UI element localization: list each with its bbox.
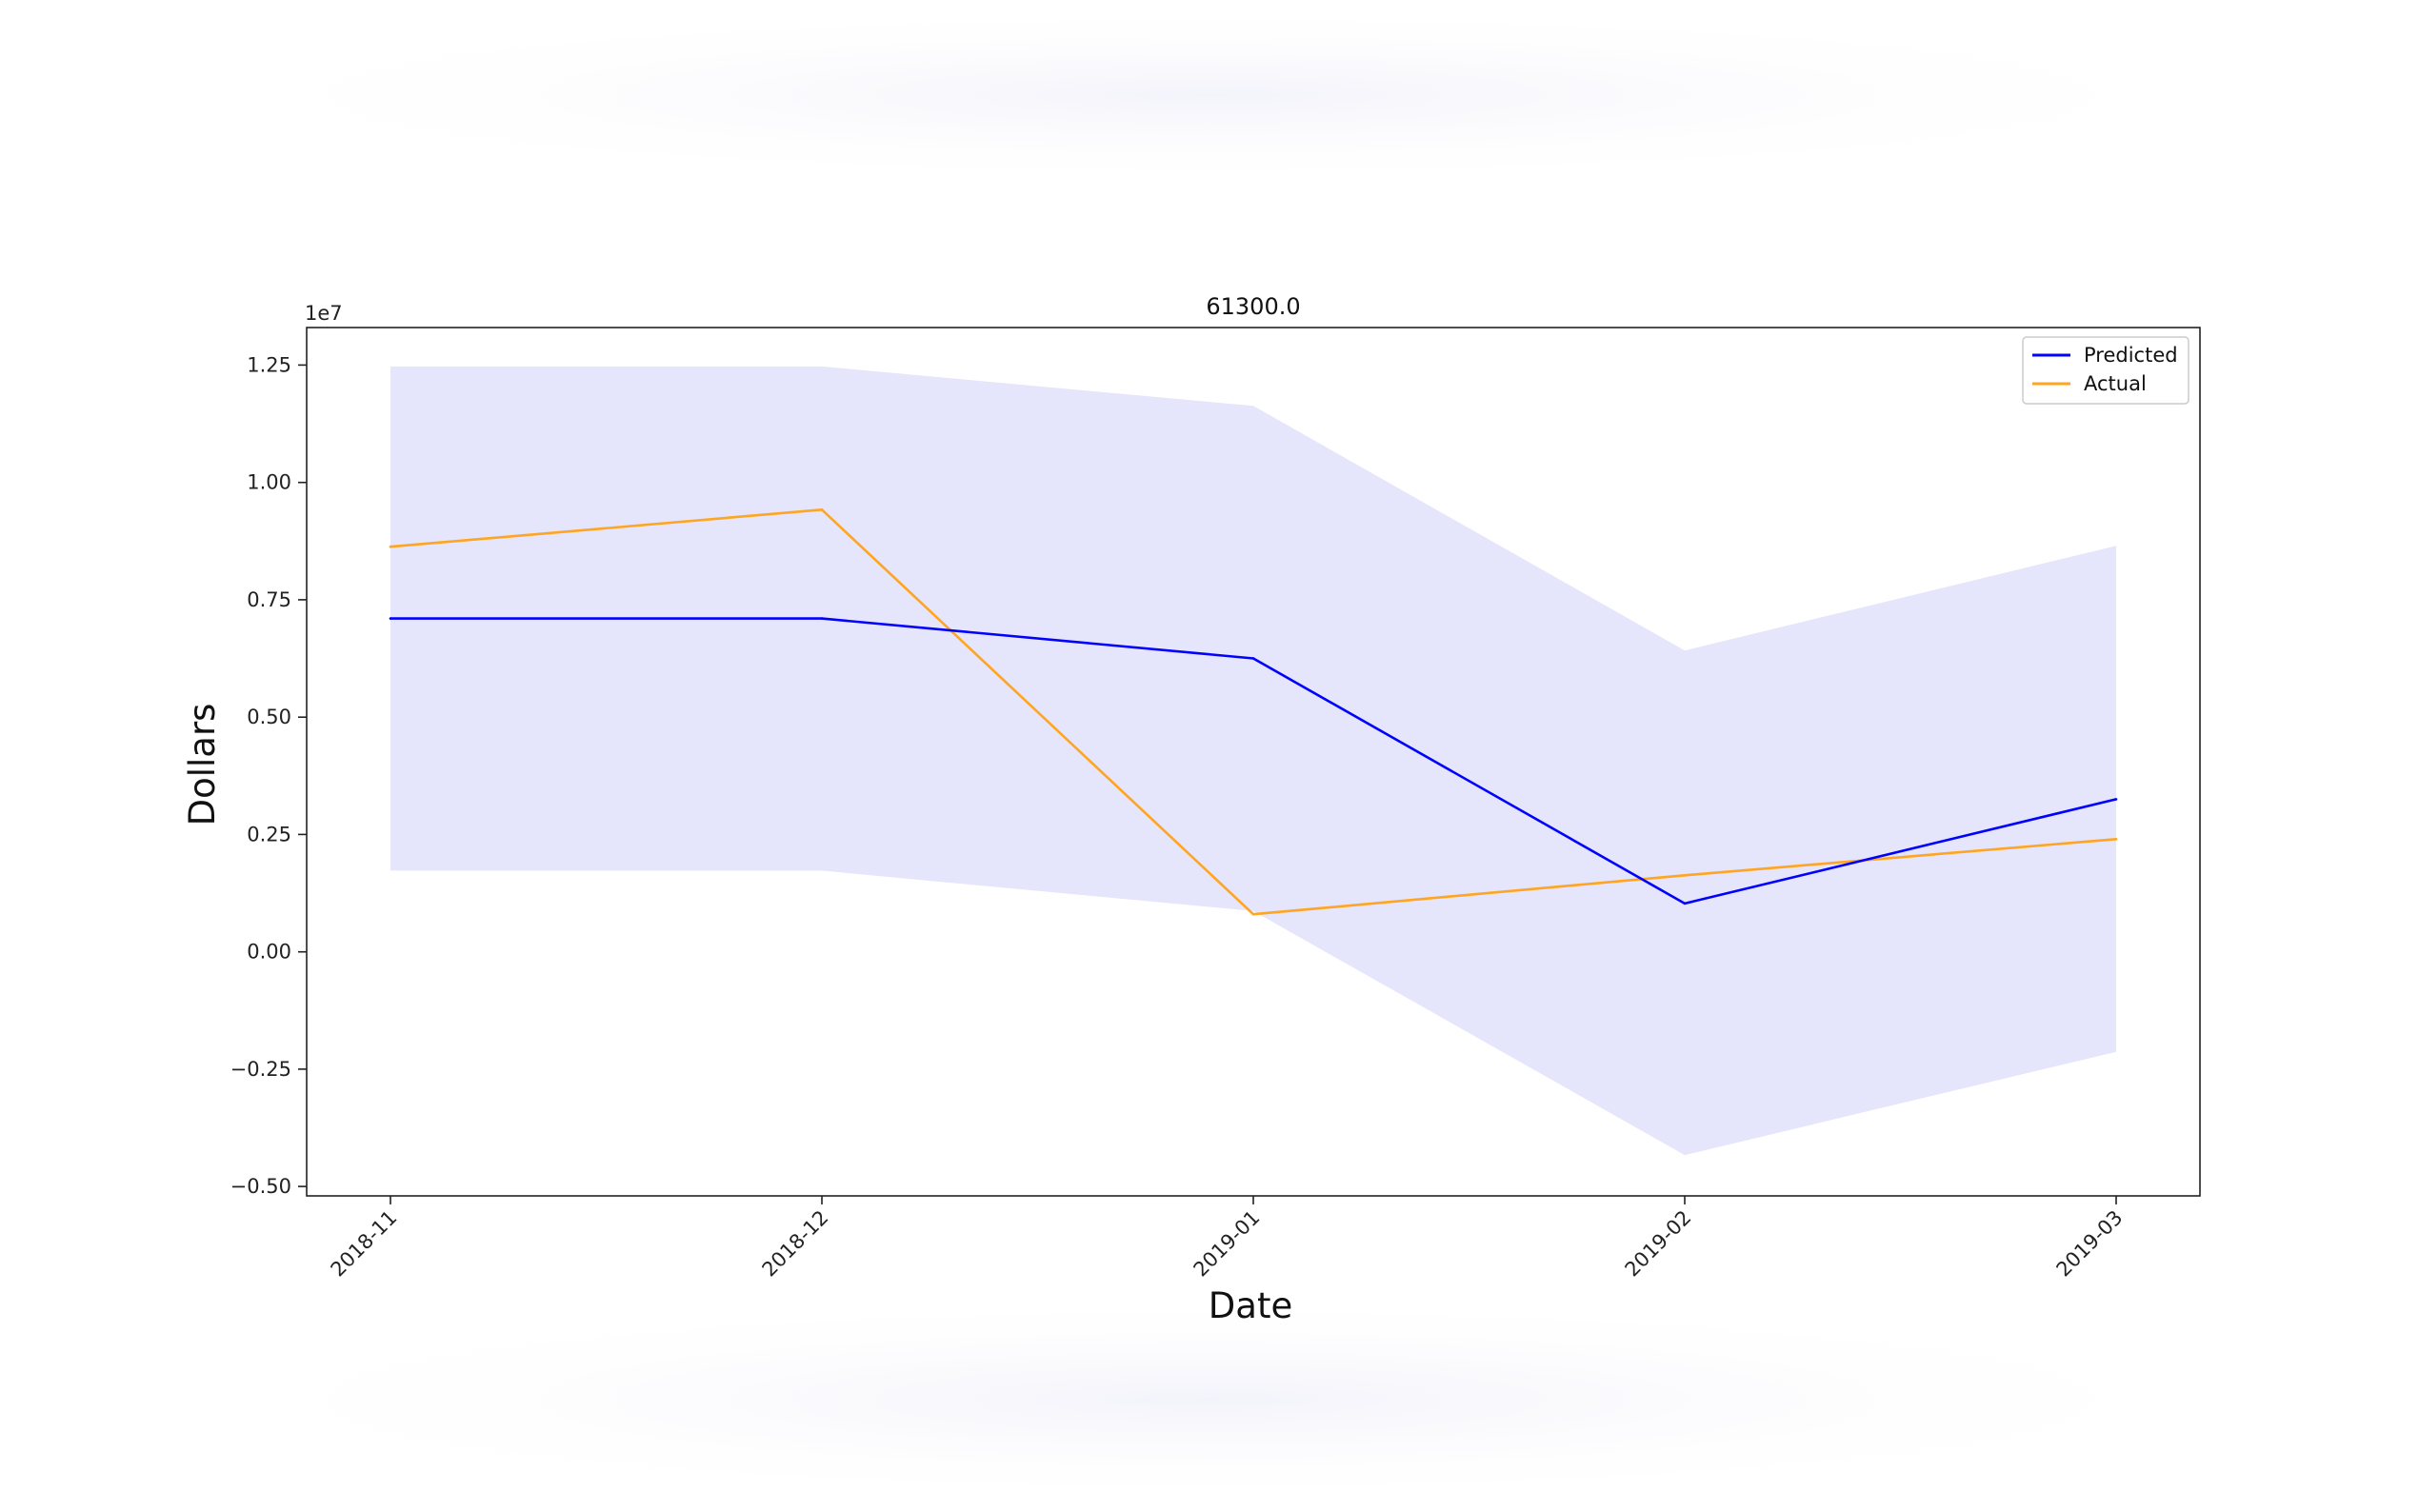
data-point-actual [820, 508, 824, 511]
data-point-predicted [2114, 798, 2118, 801]
data-point-predicted [1683, 902, 1687, 905]
y-tick-label: 1.00 [247, 471, 291, 494]
y-tick-label: 0.50 [247, 706, 291, 728]
data-point-actual [2114, 838, 2118, 841]
y-tick-label: −0.50 [230, 1175, 291, 1198]
bottom-haze [143, 1295, 2276, 1504]
y-axis-label: Dollars [182, 704, 223, 826]
legend-label-actual: Actual [2084, 372, 2147, 395]
y-tick-label: 0.00 [247, 941, 291, 964]
x-axis-label: Date [1209, 1285, 1292, 1326]
y-tick-label: 1.25 [247, 353, 291, 376]
data-point-predicted [1251, 657, 1255, 660]
y-axis: −0.50 −0.25 0.00 0.25 0.50 0.75 1.00 1.25 [230, 353, 307, 1198]
data-point-actual [389, 545, 392, 548]
top-haze [143, 5, 2276, 186]
legend-label-predicted: Predicted [2084, 344, 2178, 367]
data-point-actual [1683, 874, 1687, 877]
confidence-band [390, 366, 2116, 1156]
y-tick-label: 0.75 [247, 588, 291, 611]
data-point-actual [1251, 912, 1255, 916]
plot-layer [389, 366, 2118, 1156]
data-point-predicted [389, 617, 392, 620]
legend: Predicted Actual [2022, 336, 2189, 405]
y-tick-label: 0.25 [247, 823, 291, 846]
chart-title: 61300.0 [1206, 293, 1300, 320]
y-offset-label: 1e7 [305, 302, 343, 325]
data-point-predicted [820, 617, 824, 620]
y-tick-label: −0.25 [230, 1058, 291, 1081]
